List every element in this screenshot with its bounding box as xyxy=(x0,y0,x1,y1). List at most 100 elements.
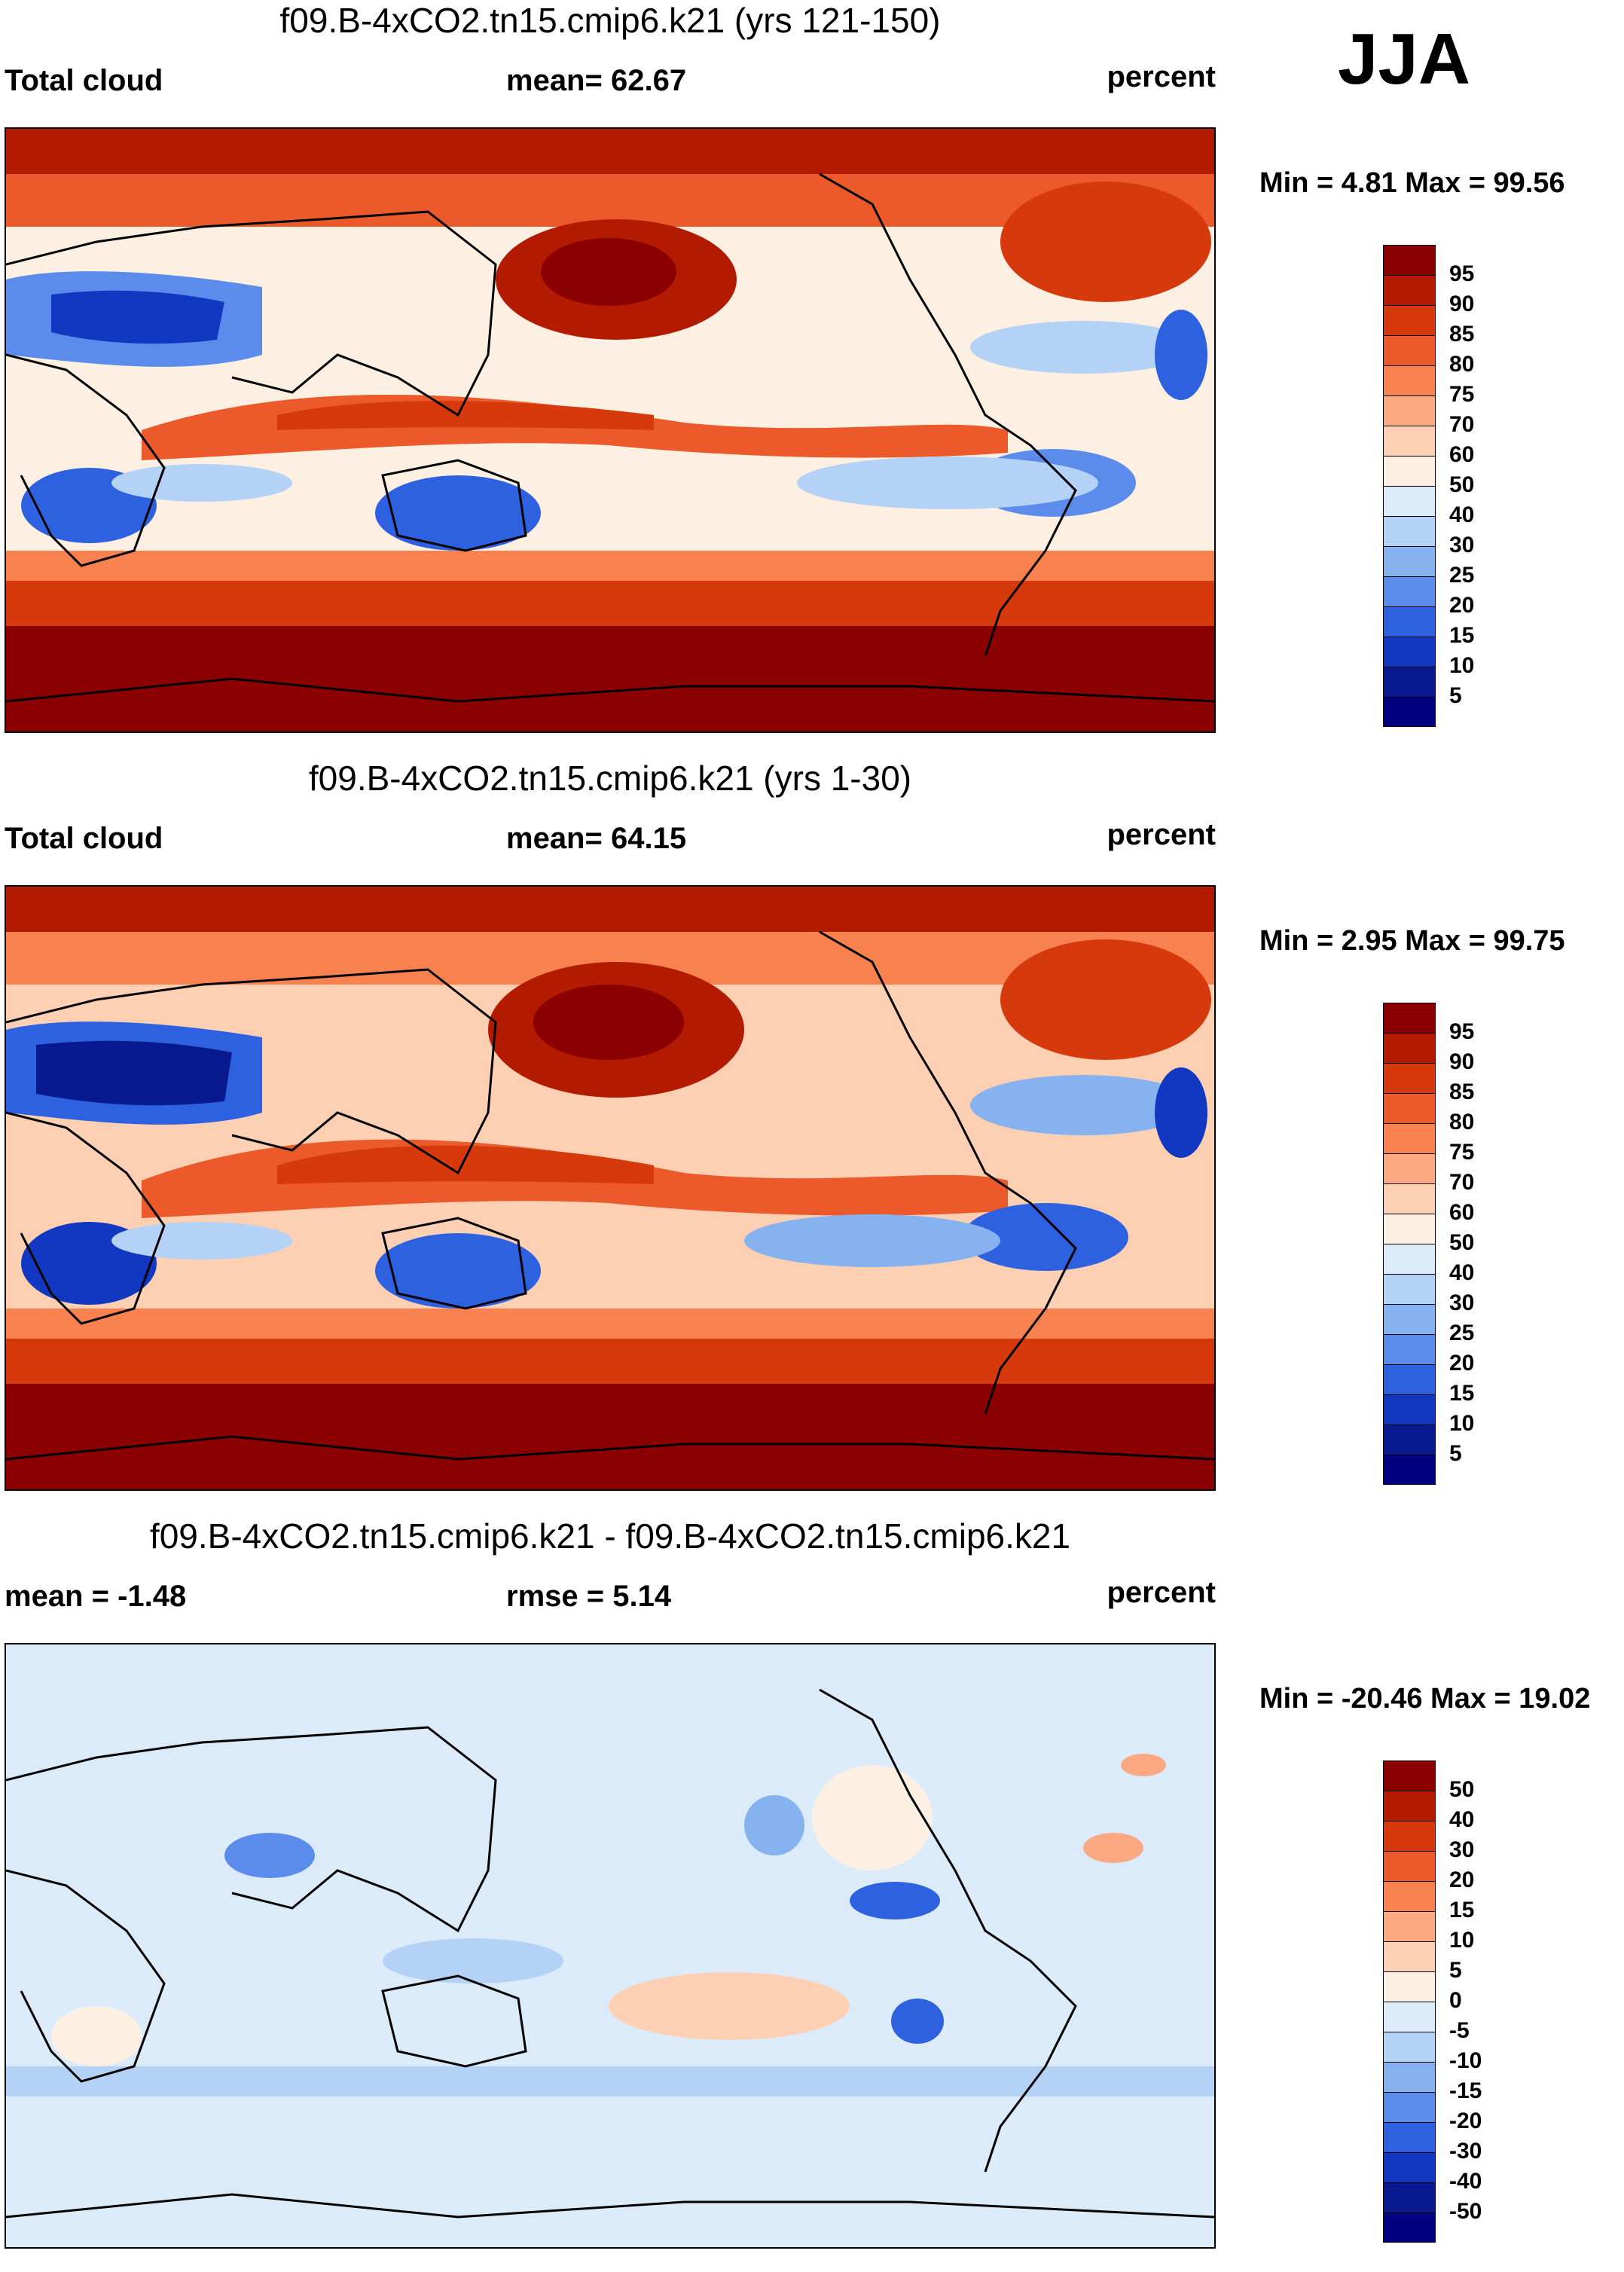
north-atlantic-subtropical-low xyxy=(970,1075,1196,1135)
units-label: percent xyxy=(1107,1576,1216,1609)
mean-label: mean = -1.48 xyxy=(5,1580,187,1613)
coastline-australia xyxy=(381,459,527,552)
min-max-label: Min = 2.95 Max = 99.75 xyxy=(1259,925,1565,957)
colorbar-box xyxy=(1383,1033,1436,1063)
colorbar-box xyxy=(1383,1214,1436,1244)
colorbar-box xyxy=(1383,305,1436,335)
colorbar-box xyxy=(1383,1881,1436,1911)
colorbar-tick-label: 20 xyxy=(1449,1867,1475,1892)
arctic-band xyxy=(6,887,1214,932)
subpolar-band xyxy=(6,551,1214,581)
southern-ocean-band xyxy=(6,626,1214,731)
colorbar-box xyxy=(1383,2212,1436,2243)
variable-label: Total cloud xyxy=(5,64,163,97)
coastline-eurasia xyxy=(6,1726,497,1933)
pos-anomaly-pacific xyxy=(609,1972,850,2040)
australia-dry xyxy=(375,1233,541,1309)
colorbar-box xyxy=(1383,245,1436,275)
neg-anomaly-india xyxy=(224,1833,315,1878)
colorbar-tick-label: -30 xyxy=(1449,2139,1482,2164)
coastline-eurasia xyxy=(6,968,497,1175)
colorbar-tick-label: -10 xyxy=(1449,2048,1482,2073)
indian-ocean-low xyxy=(111,464,292,502)
cloud-map xyxy=(5,127,1216,733)
colorbar-box xyxy=(1383,1364,1436,1394)
colorbar-box xyxy=(1383,697,1436,727)
colorbar-tick-label: 15 xyxy=(1449,1381,1475,1406)
colorbar-box xyxy=(1383,2152,1436,2182)
colorbar-tick-label: 30 xyxy=(1449,1290,1475,1315)
colorbar-box xyxy=(1383,1093,1436,1123)
panel-title: f09.B-4xCO2.tn15.cmip6.k21 (yrs 1-30) xyxy=(308,759,912,798)
season-label: JJA xyxy=(1338,19,1471,99)
colorbar-tick-label: 10 xyxy=(1449,1928,1475,1953)
coastline-antarctica xyxy=(6,1435,1214,1461)
colorbar-tick-label: -40 xyxy=(1449,2169,1482,2194)
colorbar-box xyxy=(1383,335,1436,365)
colorbar-box xyxy=(1383,546,1436,576)
colorbar-tick-label: 40 xyxy=(1449,1260,1475,1285)
colorbar-tick-label: 70 xyxy=(1449,1170,1475,1195)
colorbar-box xyxy=(1383,395,1436,426)
east-africa-low xyxy=(1155,1067,1207,1158)
min-max-label: Min = 4.81 Max = 99.56 xyxy=(1259,167,1565,199)
colorbar-box xyxy=(1383,516,1436,546)
colorbar-box xyxy=(1383,426,1436,456)
colorbar-tick-label: 50 xyxy=(1449,1230,1475,1255)
pos-anomaly-atlantic xyxy=(1083,1833,1143,1863)
south-storm-track xyxy=(6,1339,1214,1384)
mean-label: mean= 62.67 xyxy=(506,64,687,97)
colorbar-box xyxy=(1383,1971,1436,2002)
colorbar-box xyxy=(1383,1334,1436,1364)
mean-label: mean= 64.15 xyxy=(506,822,687,855)
colorbar-box xyxy=(1383,2122,1436,2152)
north-atlantic-cloud xyxy=(1000,939,1211,1060)
colorbar-tick-label: 95 xyxy=(1449,261,1475,286)
australia-dry xyxy=(375,475,541,551)
colorbar-tick-label: 50 xyxy=(1449,1777,1475,1802)
colorbar-tick-label: 80 xyxy=(1449,352,1475,377)
colorbar-box xyxy=(1383,606,1436,637)
difference-map xyxy=(5,1643,1216,2249)
colorbar-tick-label: 90 xyxy=(1449,292,1475,316)
variable-label: Total cloud xyxy=(5,822,163,855)
colorbar-tick-label: -15 xyxy=(1449,2078,1482,2103)
colorbar-tick-label: 60 xyxy=(1449,442,1475,467)
colorbar-tick-label: 40 xyxy=(1449,502,1475,527)
coastline-africa xyxy=(6,1111,166,1325)
colorbar xyxy=(1383,245,1436,727)
colorbar-box xyxy=(1383,2092,1436,2122)
coastline-antarctica xyxy=(6,677,1214,703)
subpolar-band xyxy=(6,1309,1214,1339)
colorbar-box xyxy=(1383,486,1436,516)
panel-future: f09.B-4xCO2.tn15.cmip6.k21 (yrs 121-150)… xyxy=(0,0,1624,756)
colorbar-tick-label: 50 xyxy=(1449,472,1475,497)
cloud-map xyxy=(5,885,1216,1491)
panel-control: f09.B-4xCO2.tn15.cmip6.k21 (yrs 1-30) To… xyxy=(0,758,1624,1514)
colorbar-box xyxy=(1383,1760,1436,1791)
colorbar-tick-label: 15 xyxy=(1449,623,1475,648)
colorbar-box xyxy=(1383,1274,1436,1304)
colorbar-box xyxy=(1383,1244,1436,1274)
coastline-africa xyxy=(6,1869,166,2083)
neg-anomaly-east-pacific xyxy=(891,1999,944,2044)
colorbar-box xyxy=(1383,1425,1436,1455)
colorbar-tick-label: 80 xyxy=(1449,1110,1475,1134)
pos-anomaly-africa xyxy=(51,2006,142,2066)
coastline-eurasia xyxy=(6,210,497,417)
colorbar-box xyxy=(1383,637,1436,667)
colorbar-tick-label: -50 xyxy=(1449,2199,1482,2224)
coastline-americas xyxy=(819,930,1077,1415)
colorbar-tick-label: 15 xyxy=(1449,1898,1475,1922)
colorbar-tick-label: 90 xyxy=(1449,1049,1475,1074)
colorbar-tick-label: 60 xyxy=(1449,1200,1475,1225)
colorbar-tick-label: 5 xyxy=(1449,1441,1462,1466)
sahara-core xyxy=(36,1040,232,1106)
colorbar-tick-label: 5 xyxy=(1449,1958,1462,1983)
itcz-core xyxy=(277,1145,654,1184)
subtropical-pacific-low xyxy=(744,1214,1000,1267)
north-pacific-core xyxy=(533,985,684,1060)
colorbar-box xyxy=(1383,1304,1436,1334)
colorbar-box xyxy=(1383,2182,1436,2212)
colorbar-box xyxy=(1383,1063,1436,1093)
